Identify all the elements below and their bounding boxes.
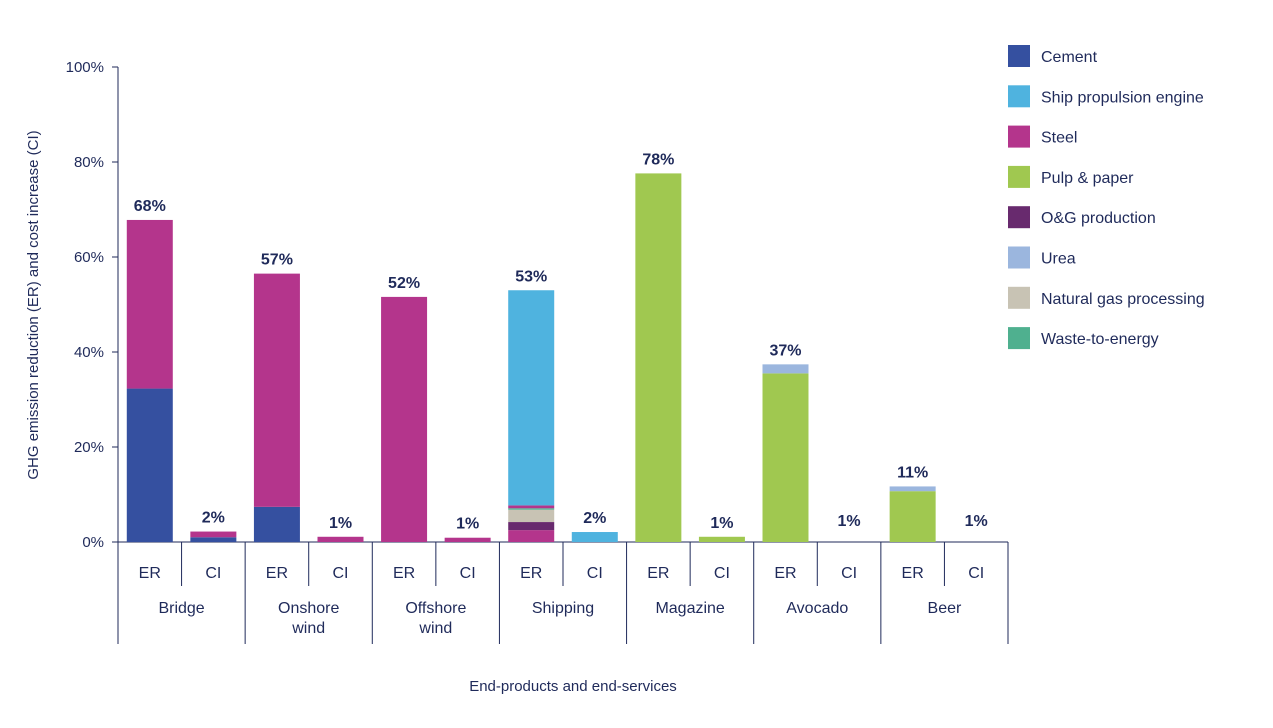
bar-segment-magazine-er-pulp-and-paper xyxy=(635,173,682,542)
legend-swatch-oandg-production xyxy=(1008,206,1030,229)
bar-segment-bridge-er-steel xyxy=(126,219,173,389)
category-label-onshore-wind: Onshore wind xyxy=(278,600,339,637)
bar-segment-shipping-er-oandg-production xyxy=(508,522,555,531)
bar-segment-bridge-er-cement xyxy=(126,388,173,542)
category-label-beer: Beer xyxy=(928,600,962,617)
data-label-offshore-wind-ci: 1% xyxy=(456,516,479,533)
legend-label-oandg-production: O&G production xyxy=(1041,210,1156,227)
sub-label-ci: CI xyxy=(587,565,603,582)
bar-segment-shipping-er-steel xyxy=(508,530,555,542)
y-axis-title: GHG emission reduction (ER) and cost inc… xyxy=(25,130,42,479)
bar-segment-magazine-ci-pulp-and-paper xyxy=(698,536,745,542)
sub-label-er: ER xyxy=(266,565,288,582)
bar-segment-shipping-er-natural-gas-processing xyxy=(508,509,555,523)
category-label-shipping: Shipping xyxy=(532,600,594,617)
bar-segment-bridge-ci-cement xyxy=(190,537,237,542)
bar-segment-shipping-er-ship-propulsion-engine xyxy=(508,290,555,506)
data-label-magazine-er: 78% xyxy=(642,151,674,168)
legend-swatch-ship-propulsion-engine xyxy=(1008,85,1030,108)
sub-label-ci: CI xyxy=(714,565,730,582)
category-label-avocado: Avocado xyxy=(786,600,848,617)
legend-swatch-waste-to-energy xyxy=(1008,327,1030,350)
legend-label-pulp-and-paper: Pulp & paper xyxy=(1041,170,1134,187)
bar-segment-offshore-wind-ci-steel xyxy=(444,537,491,542)
bar-segment-avocado-er-pulp-and-paper xyxy=(762,373,809,542)
bar-segment-avocado-er-urea xyxy=(762,364,809,374)
legend-label-natural-gas-processing: Natural gas processing xyxy=(1041,291,1205,308)
bar-segment-onshore-wind-er-cement xyxy=(253,506,300,542)
bar-segment-beer-er-pulp-and-paper xyxy=(889,491,936,542)
sub-label-ci: CI xyxy=(841,565,857,582)
data-label-beer-er: 11% xyxy=(897,464,928,481)
sub-label-er: ER xyxy=(774,565,796,582)
bar-segment-shipping-ci-ship-propulsion-engine xyxy=(571,532,618,542)
bar-segment-shipping-er-waste-to-energy xyxy=(508,508,555,510)
data-label-bridge-ci: 2% xyxy=(202,510,225,527)
data-label-onshore-wind-ci: 1% xyxy=(329,515,352,532)
legend-swatch-steel xyxy=(1008,125,1030,148)
y-tick-label: 100% xyxy=(66,59,104,76)
y-tick-label: 40% xyxy=(74,344,104,361)
category-label-magazine: Magazine xyxy=(655,600,724,617)
sub-label-er: ER xyxy=(647,565,669,582)
bar-segment-offshore-wind-er-steel xyxy=(381,296,428,542)
category-label-bridge: Bridge xyxy=(158,600,204,617)
bar-segment-bridge-ci-steel xyxy=(190,531,237,538)
bar-segment-shipping-er-steel xyxy=(508,505,555,509)
legend-label-steel: Steel xyxy=(1041,130,1077,147)
legend-swatch-pulp-and-paper xyxy=(1008,165,1030,188)
y-tick-label: 80% xyxy=(74,154,104,171)
sub-label-er: ER xyxy=(902,565,924,582)
bar-segment-onshore-wind-ci-steel xyxy=(317,536,364,542)
legend-label-cement: Cement xyxy=(1041,49,1098,66)
sub-label-ci: CI xyxy=(968,565,984,582)
sub-label-er: ER xyxy=(393,565,415,582)
data-label-offshore-wind-er: 52% xyxy=(388,275,420,292)
data-label-beer-ci: 1% xyxy=(965,513,988,530)
legend-swatch-natural-gas-processing xyxy=(1008,286,1030,309)
data-label-onshore-wind-er: 57% xyxy=(261,252,293,269)
legend-swatch-cement xyxy=(1008,45,1030,67)
y-tick-label: 60% xyxy=(74,249,104,266)
bar-segment-beer-er-urea xyxy=(889,486,936,492)
data-label-shipping-ci: 2% xyxy=(583,510,606,527)
sub-label-er: ER xyxy=(139,565,161,582)
data-label-bridge-er: 68% xyxy=(134,198,166,215)
data-label-avocado-er: 37% xyxy=(769,342,801,359)
legend-label-waste-to-energy: Waste-to-energy xyxy=(1041,331,1159,348)
sub-label-ci: CI xyxy=(460,565,476,582)
legend-label-urea: Urea xyxy=(1041,251,1076,268)
sub-label-er: ER xyxy=(520,565,542,582)
legend-swatch-urea xyxy=(1008,246,1030,269)
sub-label-ci: CI xyxy=(205,565,221,582)
data-label-shipping-er: 53% xyxy=(515,268,547,285)
y-tick-label: 20% xyxy=(74,439,104,456)
x-axis-title: End-products and end-services xyxy=(469,678,677,695)
legend-label-ship-propulsion-engine: Ship propulsion engine xyxy=(1041,89,1204,106)
data-label-magazine-ci: 1% xyxy=(710,515,733,532)
bar-segment-onshore-wind-er-steel xyxy=(253,273,300,507)
y-tick-label: 0% xyxy=(82,534,104,551)
sub-label-ci: CI xyxy=(333,565,349,582)
data-label-avocado-ci: 1% xyxy=(838,513,861,530)
category-label-offshore-wind: Offshore wind xyxy=(405,600,466,637)
